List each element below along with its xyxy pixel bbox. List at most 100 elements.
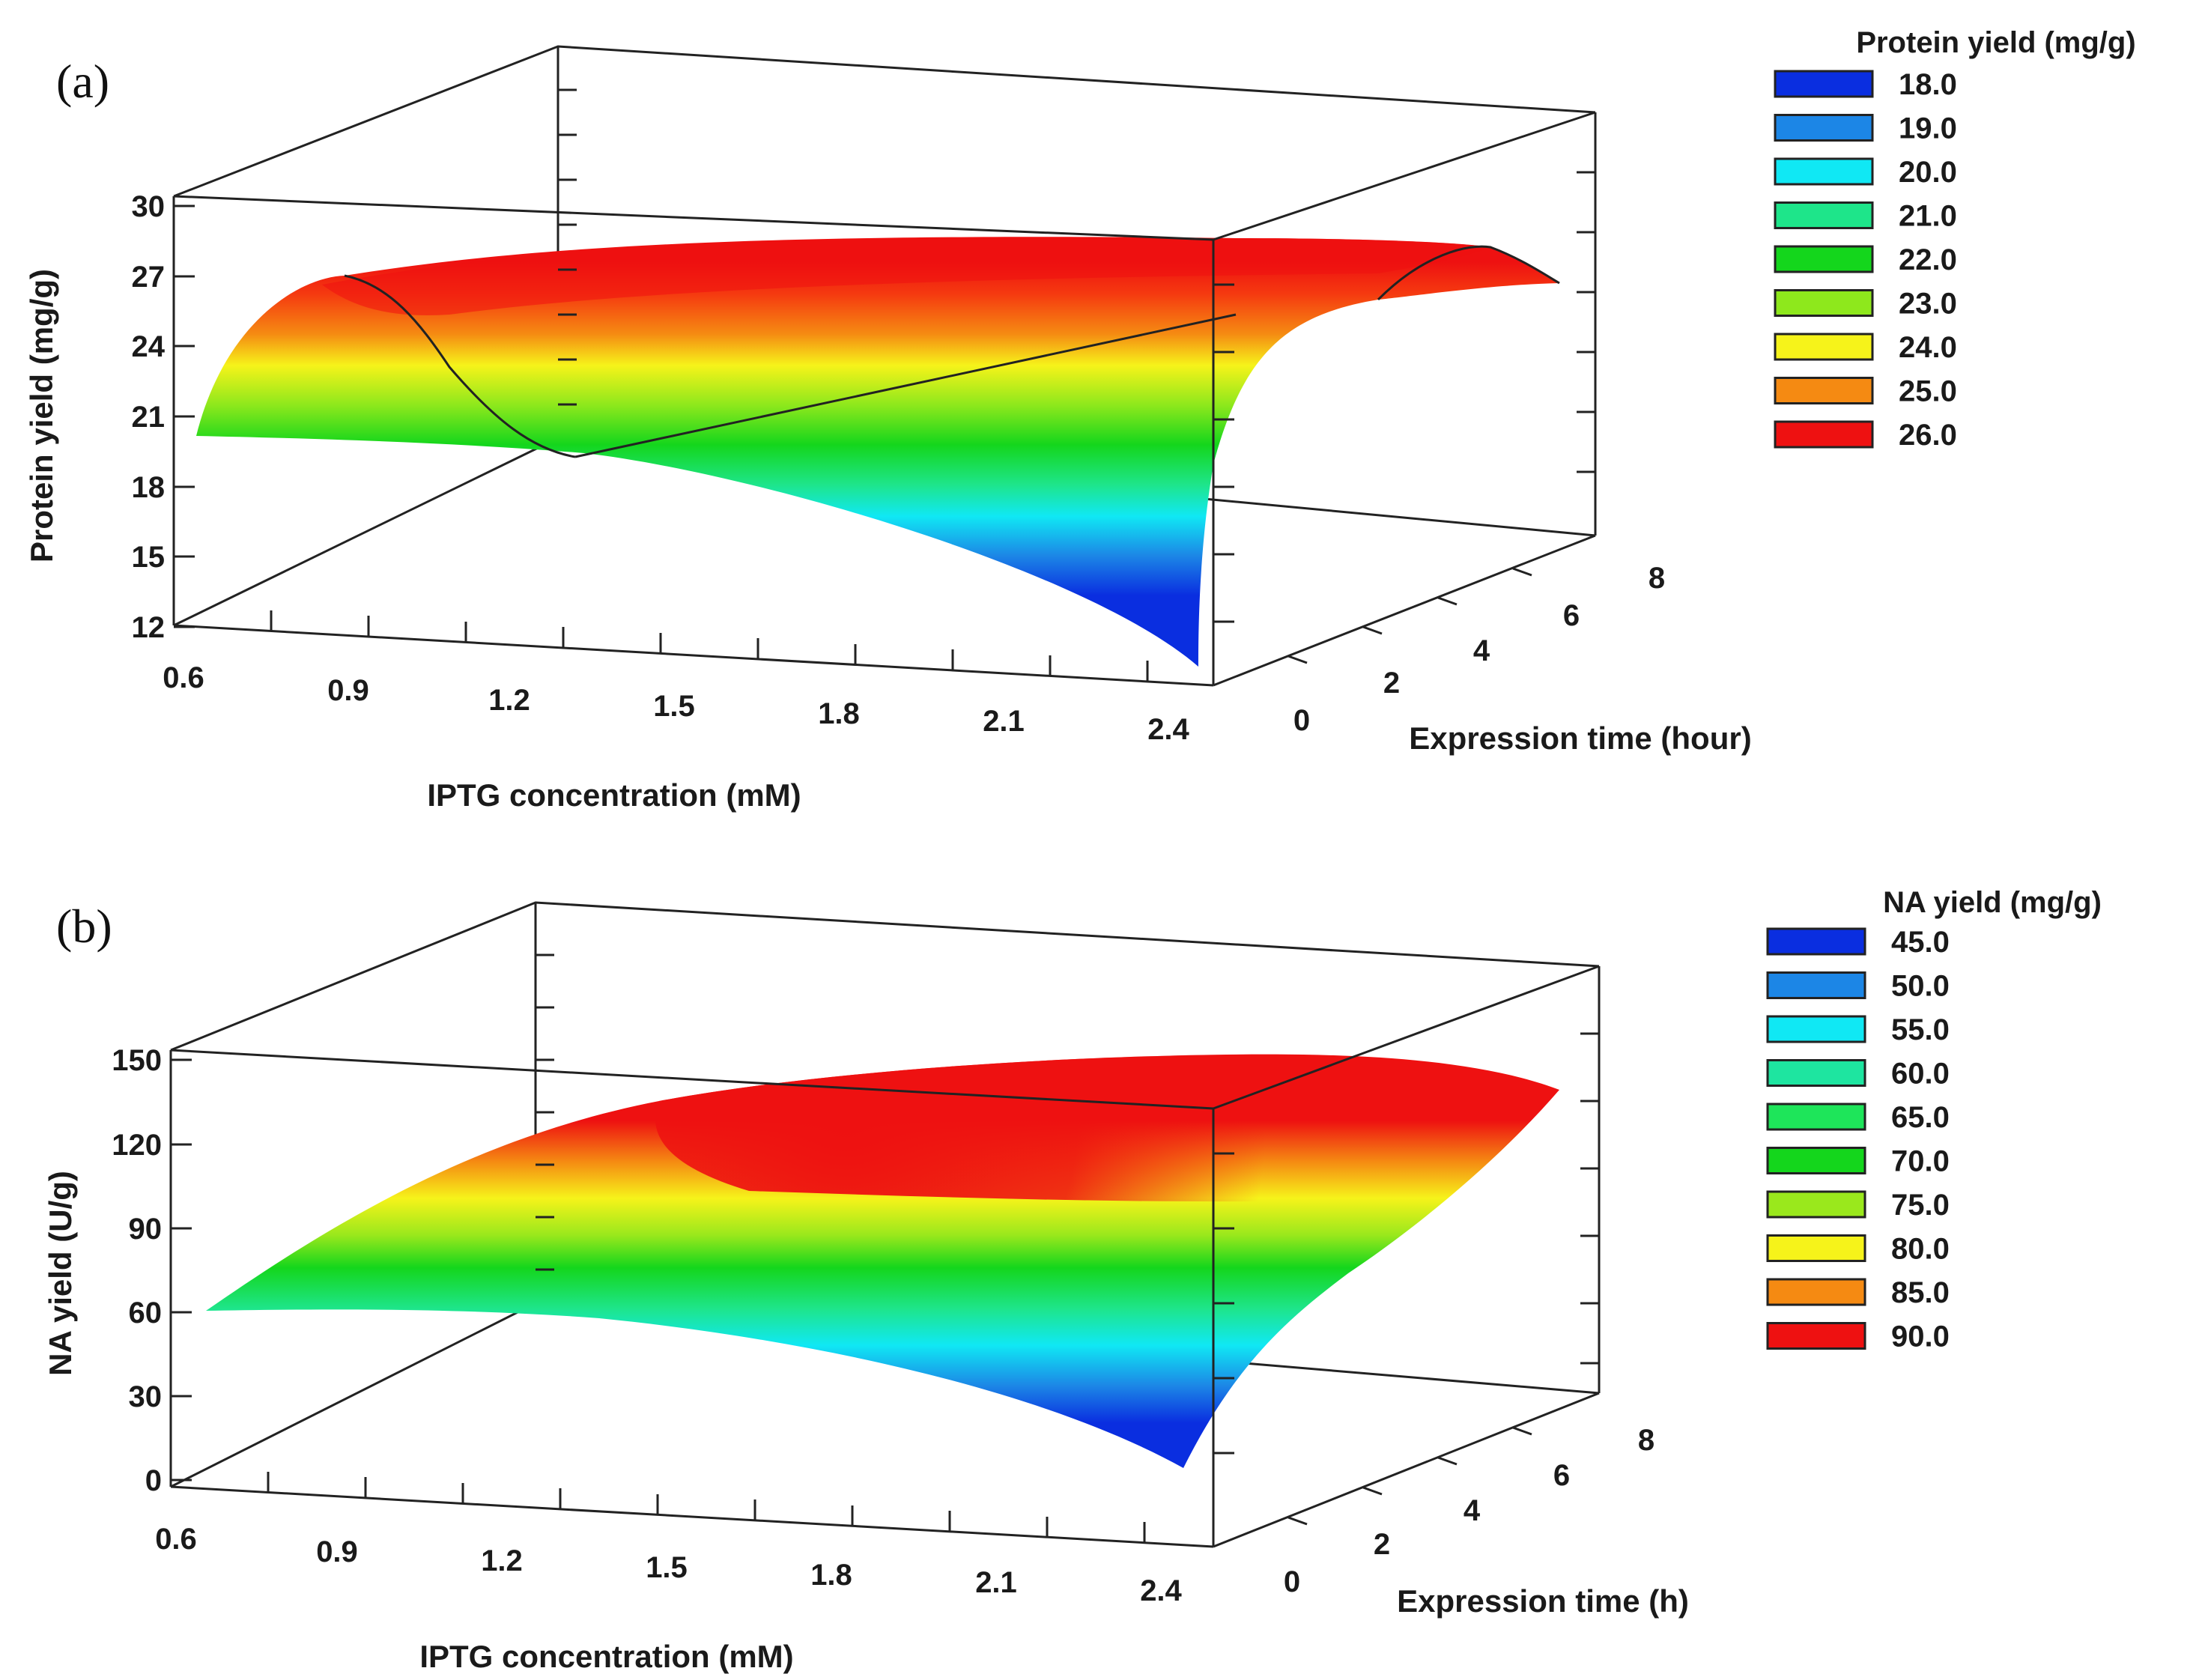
panel-a-ytick-mark xyxy=(1437,596,1458,606)
panel-a-y-tick: 2 xyxy=(1383,667,1400,700)
panel-b-y-tick: 6 xyxy=(1553,1459,1570,1492)
legend-label: 22.0 xyxy=(1899,243,1957,276)
legend-label: 55.0 xyxy=(1891,1013,1950,1046)
panel-a-box-top-right xyxy=(1213,111,1596,241)
legend-swatch xyxy=(1766,1147,1866,1174)
panel-a-legend: Protein yield (mg/g) 18.0 19.0 20.0 21.0 22.… xyxy=(1774,26,2136,452)
panel-a-ytick-mark xyxy=(1287,655,1308,664)
panel-b-box-top-back xyxy=(170,901,1600,1052)
panel-a-y-axis-title: Expression time (hour) xyxy=(1409,721,1751,756)
panel-b-x-tick: 1.5 xyxy=(646,1551,688,1584)
panel-b-z-axis-title: NA yield (U/g) xyxy=(43,1171,78,1376)
panel-a-edge-back-line xyxy=(574,313,1237,458)
legend-label: 65.0 xyxy=(1891,1101,1950,1134)
legend-label: 90.0 xyxy=(1891,1320,1950,1353)
panel-a-y-tick: 6 xyxy=(1563,599,1580,632)
panel-a-legend-title: Protein yield (mg/g) xyxy=(1856,26,2135,59)
legend-label: 19.0 xyxy=(1899,112,1957,145)
panel-a-box-front xyxy=(172,111,1596,687)
panel-a-box-floor-left xyxy=(173,437,559,627)
panel-a-box-front-top xyxy=(173,195,1214,241)
legend-swatch xyxy=(1766,971,1866,999)
panel-b-x-tick-labels: 0.6 0.9 1.2 1.5 1.8 2.1 2.4 xyxy=(155,1523,1182,1607)
legend-swatch xyxy=(1766,1322,1866,1350)
panel-b-x-tick: 1.8 xyxy=(810,1559,852,1592)
panel-b: (b) xyxy=(43,886,2102,1674)
panel-a-z-axis-title: Protein yield (mg/g) xyxy=(24,269,59,562)
panel-a-x-tick: 0.9 xyxy=(327,674,369,707)
legend-swatch xyxy=(1774,157,1874,186)
panel-a: (a) xyxy=(24,26,2136,813)
legend-swatch xyxy=(1766,1059,1866,1087)
legend-label: 25.0 xyxy=(1899,375,1957,408)
panel-b-box-front xyxy=(169,965,1600,1548)
panel-b-z-tick: 30 xyxy=(129,1380,163,1413)
panel-a-legend-entries: 18.0 19.0 20.0 21.0 22.0 23.0 24.0 25.0 26.0 xyxy=(1774,68,1957,452)
panel-b-y-tick: 4 xyxy=(1464,1494,1481,1527)
legend-swatch xyxy=(1766,927,1866,956)
panel-b-box-floor-left xyxy=(170,1302,536,1488)
panel-b-y-tick-labels: 0 2 4 6 8 xyxy=(1284,1424,1654,1598)
panel-a-x-tick: 1.2 xyxy=(488,684,530,717)
legend-label: 26.0 xyxy=(1899,419,1957,452)
panel-b-x-axis-title: IPTG concentration (mM) xyxy=(419,1639,793,1674)
legend-label: 70.0 xyxy=(1891,1145,1950,1178)
panel-b-y-tick: 8 xyxy=(1638,1424,1654,1457)
panel-a-z-tick: 18 xyxy=(132,471,166,504)
panel-b-y-tick: 2 xyxy=(1374,1528,1390,1561)
legend-swatch xyxy=(1766,1015,1866,1043)
panel-a-z-tick: 21 xyxy=(132,401,166,434)
panel-b-box-right-bottom xyxy=(1213,1392,1600,1548)
panel-a-surface-edges xyxy=(344,245,1560,458)
legend-label: 20.0 xyxy=(1899,156,1957,189)
panel-b-ticks xyxy=(171,953,1599,1543)
legend-swatch xyxy=(1774,289,1874,317)
panel-b-ytick-mark xyxy=(1287,1516,1308,1526)
panel-b-box-top-right xyxy=(1213,965,1600,1110)
panel-b-legend-entries: 45.0 50.0 55.0 60.0 65.0 70.0 75.0 80.0 85.0 90.0 xyxy=(1766,926,1950,1353)
panel-b-ytick-mark xyxy=(1437,1456,1458,1466)
panel-b-y-axis-title: Expression time (h) xyxy=(1397,1583,1689,1619)
panel-a-x-tick: 2.4 xyxy=(1147,713,1189,746)
panel-b-z-tick: 60 xyxy=(129,1297,163,1329)
panel-b-z-tick-labels: 150 120 90 60 30 0 xyxy=(112,1044,162,1497)
legend-swatch xyxy=(1774,70,1874,98)
legend-label: 21.0 xyxy=(1899,200,1957,233)
legend-swatch xyxy=(1774,420,1874,449)
panel-a-z-tick: 30 xyxy=(132,190,166,223)
panel-a-box-front-bottom xyxy=(173,624,1214,687)
panel-b-label: (b) xyxy=(56,900,112,953)
legend-swatch xyxy=(1766,1190,1866,1219)
legend-swatch xyxy=(1774,377,1874,404)
panel-b-z-tick: 90 xyxy=(129,1213,163,1246)
panel-a-y-tick: 8 xyxy=(1649,562,1665,595)
panel-a-x-tick: 1.5 xyxy=(653,690,695,723)
panel-b-surface-red-core xyxy=(655,1054,1559,1202)
panel-a-x-tick: 2.1 xyxy=(983,705,1025,738)
legend-label: 23.0 xyxy=(1899,288,1957,321)
panel-a-box-top-back xyxy=(173,45,1596,198)
panel-a-x-tick: 0.6 xyxy=(163,661,204,694)
panel-a-ytick-mark xyxy=(1512,567,1532,577)
legend-swatch xyxy=(1774,114,1874,142)
legend-label: 45.0 xyxy=(1891,926,1950,959)
panel-a-y-tick: 4 xyxy=(1473,634,1490,667)
panel-b-z-tick: 120 xyxy=(112,1129,162,1162)
panel-b-z-tick: 150 xyxy=(112,1044,162,1077)
legend-label: 60.0 xyxy=(1891,1058,1950,1091)
panel-b-x-tick: 0.9 xyxy=(316,1535,358,1568)
panel-b-ytick-mark xyxy=(1512,1426,1532,1436)
legend-swatch xyxy=(1766,1234,1866,1262)
panel-a-x-axis-title: IPTG concentration (mM) xyxy=(427,777,801,813)
panel-b-z-tick: 0 xyxy=(145,1464,162,1497)
panel-a-z-tick: 15 xyxy=(132,541,166,574)
panel-b-x-tick: 1.2 xyxy=(481,1544,523,1577)
panel-b-x-tick: 2.1 xyxy=(975,1566,1017,1599)
panel-a-y-tick-labels: 0 2 4 6 8 xyxy=(1293,562,1665,737)
legend-swatch xyxy=(1774,201,1874,229)
panel-a-ytick-mark xyxy=(1362,625,1383,635)
panel-b-ytick-mark xyxy=(1362,1486,1383,1496)
panel-a-edge-right-arc xyxy=(1377,245,1560,301)
